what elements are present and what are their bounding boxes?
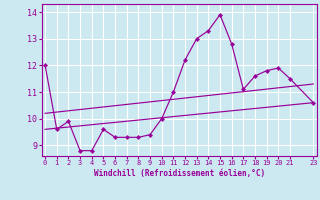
X-axis label: Windchill (Refroidissement éolien,°C): Windchill (Refroidissement éolien,°C) — [94, 169, 265, 178]
